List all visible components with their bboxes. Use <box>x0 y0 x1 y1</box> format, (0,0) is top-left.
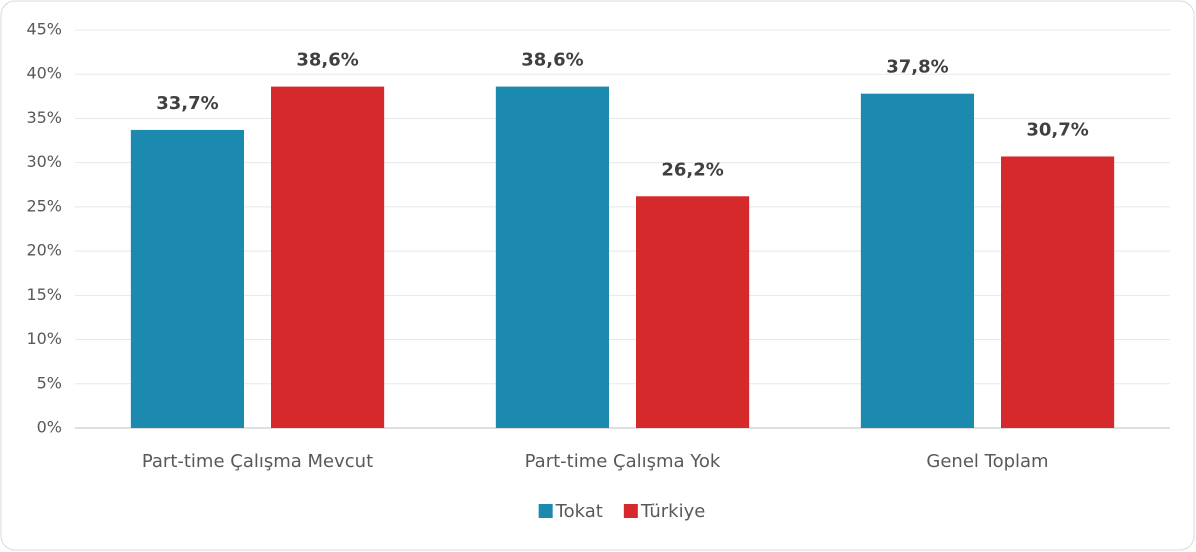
bar <box>860 93 974 429</box>
bar <box>636 196 750 428</box>
y-tick-label: 10% <box>26 329 62 348</box>
x-tick-label: Part-time Çalışma Mevcut <box>142 451 373 472</box>
legend-swatch <box>538 504 553 518</box>
data-label: 37,8% <box>886 57 948 78</box>
y-tick-label: 40% <box>26 64 62 83</box>
data-label: 38,6% <box>296 50 358 71</box>
legend-label: Tokat <box>555 501 603 522</box>
y-tick-label: 20% <box>26 241 62 260</box>
data-label: 33,7% <box>156 93 218 114</box>
data-label: 30,7% <box>1026 119 1088 140</box>
y-tick-label: 35% <box>26 108 62 127</box>
data-label: 26,2% <box>661 159 723 180</box>
y-tick-label: 15% <box>26 285 62 304</box>
y-tick-label: 30% <box>26 152 62 171</box>
bar <box>495 86 609 429</box>
x-tick-label: Part-time Çalışma Yok <box>525 451 721 472</box>
y-tick-label: 25% <box>26 196 62 215</box>
y-tick-label: 45% <box>26 20 62 39</box>
y-tick-label: 5% <box>37 373 62 392</box>
legend-label: Türkiye <box>640 501 706 522</box>
bar <box>130 129 244 429</box>
data-label: 38,6% <box>521 50 583 71</box>
legend-swatch <box>623 504 638 518</box>
y-tick-label: 0% <box>37 418 62 437</box>
bar <box>1001 156 1115 428</box>
bar <box>271 86 385 429</box>
x-tick-label: Genel Toplam <box>926 451 1048 472</box>
